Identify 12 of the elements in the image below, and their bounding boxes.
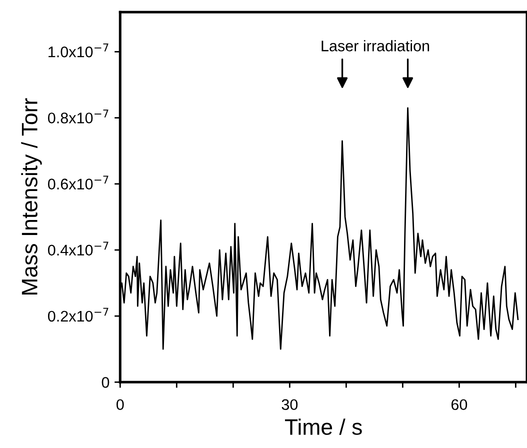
y-tick-label: 0.6x10$^{−7}$ — [48, 176, 108, 190]
y-axis-title: Mass Intensity / Torr — [21, 98, 42, 294]
x-tick-label: 0 — [116, 399, 124, 410]
y-tick-label: 0 — [102, 377, 110, 388]
x-tick-label: 60 — [451, 399, 468, 410]
x-axis-title: Time / s — [284, 418, 362, 435]
annotation: Laser irradiation — [322, 40, 430, 52]
y-tick-label: 0.4x10$^{−7}$ — [48, 242, 108, 256]
y-tick-label: 0.2x10$^{−7}$ — [48, 308, 108, 322]
y-tick-label: 1.0x10$^{−7}$ — [48, 44, 108, 58]
x-tick-label: 30 — [282, 399, 298, 410]
y-tick-label: 0.8x10$^{−7}$ — [48, 110, 108, 124]
